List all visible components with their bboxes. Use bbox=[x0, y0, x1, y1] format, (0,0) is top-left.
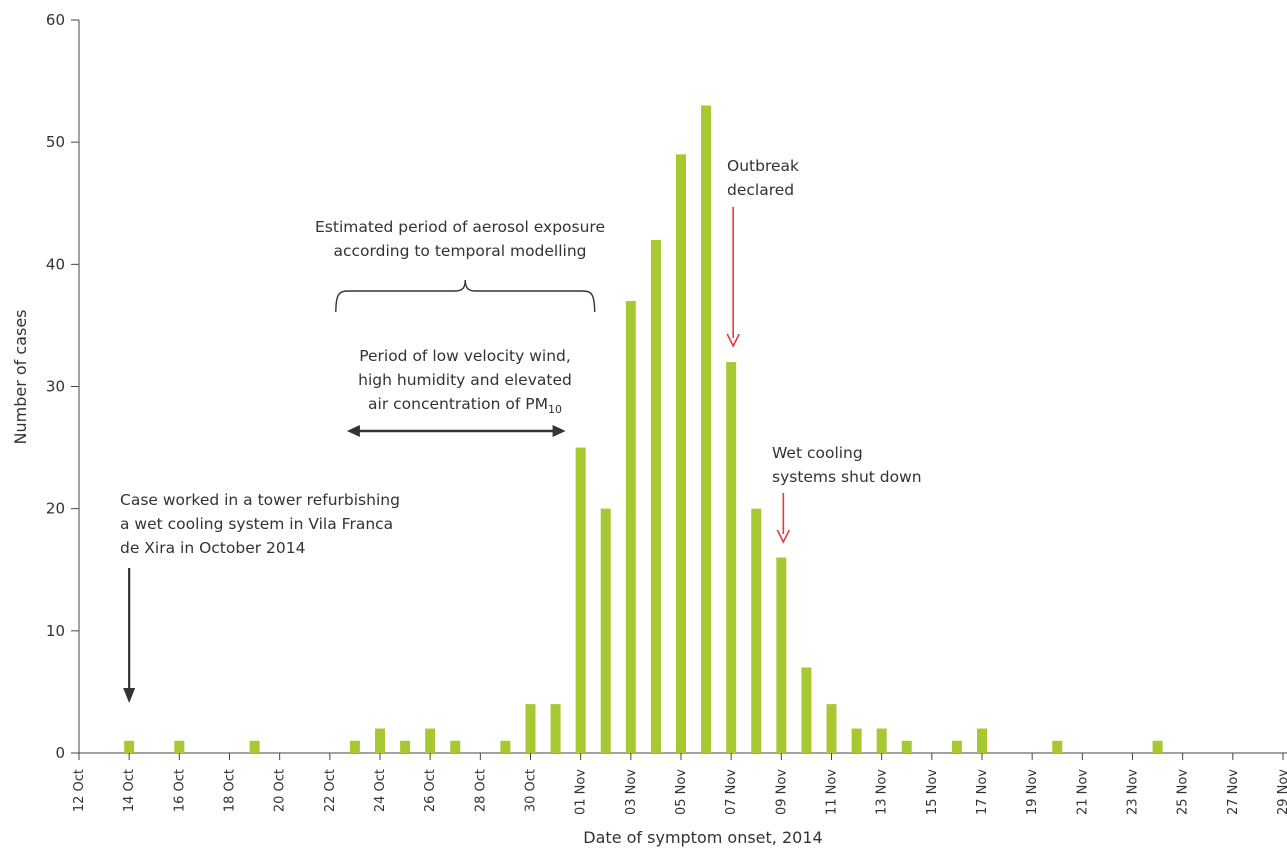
x-tick-label: 24 Oct bbox=[373, 769, 388, 812]
wind-period-arrow-head-left bbox=[346, 425, 360, 437]
bars bbox=[124, 105, 1163, 754]
annotation-exposure-line-2: according to temporal modelling bbox=[333, 242, 587, 260]
bar bbox=[801, 667, 812, 753]
case-tower-arrow bbox=[123, 568, 136, 703]
bar bbox=[1052, 740, 1063, 753]
annotation-case-tower-line-2: a wet cooling system in Vila Franca bbox=[120, 515, 394, 533]
x-tick-label: 13 Nov bbox=[875, 769, 890, 815]
pm-text: air concentration of PM bbox=[368, 395, 548, 413]
x-tick-label: 12 Oct bbox=[72, 769, 87, 812]
x-tick-label: 18 Oct bbox=[223, 769, 238, 812]
y-axis-title: Number of cases bbox=[11, 310, 30, 445]
x-tick-label: 25 Nov bbox=[1176, 769, 1191, 815]
annotation-cooling: Wet cooling systems shut down bbox=[772, 441, 922, 489]
bar bbox=[1152, 740, 1163, 753]
bar bbox=[400, 740, 411, 753]
x-tick-label: 27 Nov bbox=[1226, 769, 1241, 815]
annotation-cooling-line-1: Wet cooling bbox=[772, 444, 863, 462]
bar bbox=[349, 740, 360, 753]
y-tick-label: 50 bbox=[46, 133, 65, 151]
exposure-brace bbox=[335, 279, 596, 313]
x-tick-label: 03 Nov bbox=[624, 769, 639, 815]
x-tick-label: 01 Nov bbox=[574, 769, 589, 815]
bar bbox=[826, 704, 837, 753]
cooling-arrow bbox=[776, 493, 791, 544]
bar bbox=[701, 105, 712, 754]
bar bbox=[575, 447, 586, 753]
x-tick-label: 15 Nov bbox=[925, 769, 940, 815]
y-tick-label: 20 bbox=[46, 500, 65, 518]
bar bbox=[977, 728, 987, 753]
bar bbox=[851, 728, 862, 753]
bar bbox=[124, 740, 135, 753]
x-tick-label: 14 Oct bbox=[122, 769, 137, 812]
annotation-case-tower-line-1: Case worked in a tower refurbishing bbox=[120, 491, 400, 509]
y-tick-label: 30 bbox=[46, 378, 65, 396]
annotation-case-tower: Case worked in a tower refurbishing a we… bbox=[120, 488, 400, 560]
bar bbox=[500, 740, 511, 753]
wind-period-arrow bbox=[346, 425, 566, 437]
pm-subscript: 10 bbox=[547, 403, 562, 416]
bar bbox=[901, 740, 912, 753]
x-tick-label: 11 Nov bbox=[825, 769, 840, 815]
wind-period-arrow-head-right bbox=[552, 425, 566, 437]
y-tick-label: 60 bbox=[46, 11, 65, 29]
bar bbox=[951, 740, 962, 753]
annotation-cooling-line-2: systems shut down bbox=[772, 468, 922, 486]
annotation-case-tower-line-3: de Xira in October 2014 bbox=[120, 539, 306, 557]
axes bbox=[71, 19, 1287, 760]
x-tick-label: 23 Nov bbox=[1126, 769, 1141, 815]
annotation-wind-line-1: Period of low velocity wind, bbox=[359, 347, 571, 365]
y-tick-label: 40 bbox=[46, 255, 65, 273]
x-tick-label: 22 Oct bbox=[323, 769, 338, 812]
x-tick-label: 20 Oct bbox=[273, 769, 288, 812]
bar bbox=[525, 704, 536, 753]
bar bbox=[726, 362, 737, 753]
annotation-exposure-line-1: Estimated period of aerosol exposure bbox=[315, 218, 605, 236]
annotation-outbreak-line-1: Outbreak bbox=[727, 157, 799, 175]
x-tick-label: 17 Nov bbox=[975, 769, 990, 815]
annotation-wind: Period of low velocity wind, high humidi… bbox=[300, 344, 630, 422]
outbreak-arrow bbox=[726, 207, 740, 348]
x-tick-label: 28 Oct bbox=[473, 769, 488, 812]
bar bbox=[776, 557, 787, 753]
x-axis-title: Date of symptom onset, 2014 bbox=[583, 828, 822, 847]
annotation-wind-line-2: high humidity and elevated bbox=[358, 371, 572, 389]
bar bbox=[751, 508, 762, 753]
bar bbox=[625, 300, 636, 753]
outbreak-arrow-head bbox=[726, 333, 740, 348]
y-tick-label: 0 bbox=[55, 744, 65, 762]
tick-labels: 0 10 20 30 40 50 60 12 Oct 14 Oct 16 Oct 18 Oct 20 … bbox=[46, 11, 1287, 815]
bar bbox=[650, 239, 661, 753]
cooling-arrow-head bbox=[776, 529, 791, 544]
bar bbox=[375, 728, 385, 753]
x-tick-label: 29 Nov bbox=[1276, 769, 1287, 815]
bar bbox=[450, 740, 461, 753]
annotation-outbreak-line-2: declared bbox=[727, 181, 795, 199]
annotation-wind-line-3: air concentration of PM10 bbox=[300, 392, 630, 422]
bar bbox=[174, 740, 185, 753]
x-tick-label: 26 Oct bbox=[423, 769, 438, 812]
bar bbox=[249, 740, 260, 753]
bar bbox=[600, 508, 611, 753]
case-tower-arrow-head bbox=[123, 688, 136, 703]
bar bbox=[550, 704, 561, 753]
annotation-marks bbox=[123, 207, 791, 703]
x-tick-label: 05 Nov bbox=[674, 769, 689, 815]
annotation-exposure: Estimated period of aerosol exposure acc… bbox=[260, 215, 660, 263]
annotation-outbreak: Outbreak declared bbox=[727, 154, 799, 202]
bar bbox=[676, 154, 686, 754]
x-tick-label: 07 Nov bbox=[724, 769, 739, 815]
bar bbox=[876, 728, 887, 753]
x-tick-label: 30 Oct bbox=[524, 769, 539, 812]
x-tick-label: 09 Nov bbox=[774, 769, 789, 815]
x-tick-label: 19 Nov bbox=[1025, 769, 1040, 815]
x-tick-label: 16 Oct bbox=[172, 769, 187, 812]
x-tick-label: 21 Nov bbox=[1075, 769, 1090, 815]
bar bbox=[425, 728, 436, 753]
y-tick-label: 10 bbox=[46, 622, 65, 640]
